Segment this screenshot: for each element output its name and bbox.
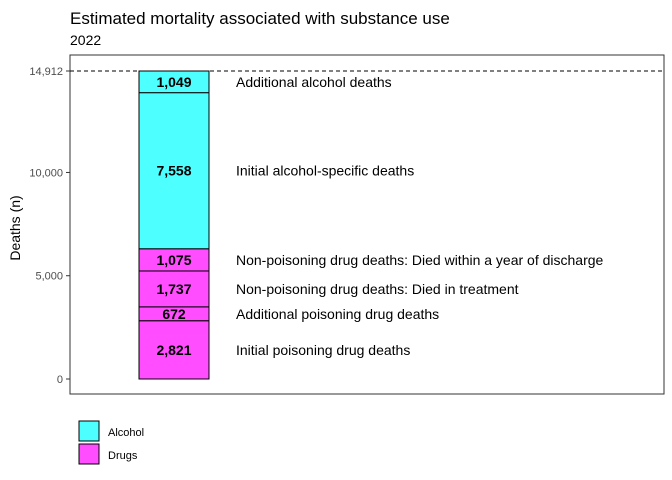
bar-segment	[138, 270, 210, 308]
y-tick-label: 5,000	[35, 271, 63, 283]
legend-swatch-alcohol	[78, 420, 100, 442]
segment-value-label: 1,075	[156, 252, 191, 268]
segment-annotation: Additional poisoning drug deaths	[236, 306, 439, 322]
plot-panel-border	[69, 54, 665, 395]
legend-swatch-drugs	[78, 443, 100, 465]
segment-labels: 2,821 672 1,737 1,075 7,558 1,049	[156, 74, 191, 358]
segment-value-label: 2,821	[156, 342, 191, 358]
segment-annotation: Non-poisoning drug deaths: Died within a…	[236, 252, 604, 268]
bar-segment	[138, 70, 210, 94]
legend-label-alcohol: Alcohol	[108, 427, 144, 439]
segment-annotation: Additional alcohol deaths	[236, 74, 392, 90]
y-tick-label: 0	[57, 374, 63, 386]
y-tick-label: 10,000	[29, 167, 63, 179]
chart-title: Estimated mortality associated with subs…	[70, 9, 450, 28]
segment-annotation: Initial alcohol-specific deaths	[236, 163, 414, 179]
segment-value-label: 7,558	[156, 163, 191, 179]
segment-value-label: 1,737	[156, 281, 191, 297]
bar-segment	[138, 320, 210, 380]
segment-value-label: 672	[162, 306, 186, 322]
segment-annotation: Non-poisoning drug deaths: Died in treat…	[236, 281, 519, 297]
segment-annotations: Initial poisoning drug deaths Additional …	[236, 74, 604, 358]
y-tick-label: 14,912	[29, 66, 63, 78]
y-axis: 0 5,000 10,000 14,912	[29, 66, 664, 386]
stacked-bar	[138, 70, 210, 380]
chart-subtitle: 2022	[70, 32, 101, 48]
legend: Alcohol Drugs	[78, 420, 144, 465]
segment-annotation: Initial poisoning drug deaths	[236, 342, 410, 358]
y-axis-label: Deaths (n)	[7, 195, 23, 260]
legend-label-drugs: Drugs	[108, 450, 138, 462]
segment-value-label: 1,049	[156, 74, 191, 90]
